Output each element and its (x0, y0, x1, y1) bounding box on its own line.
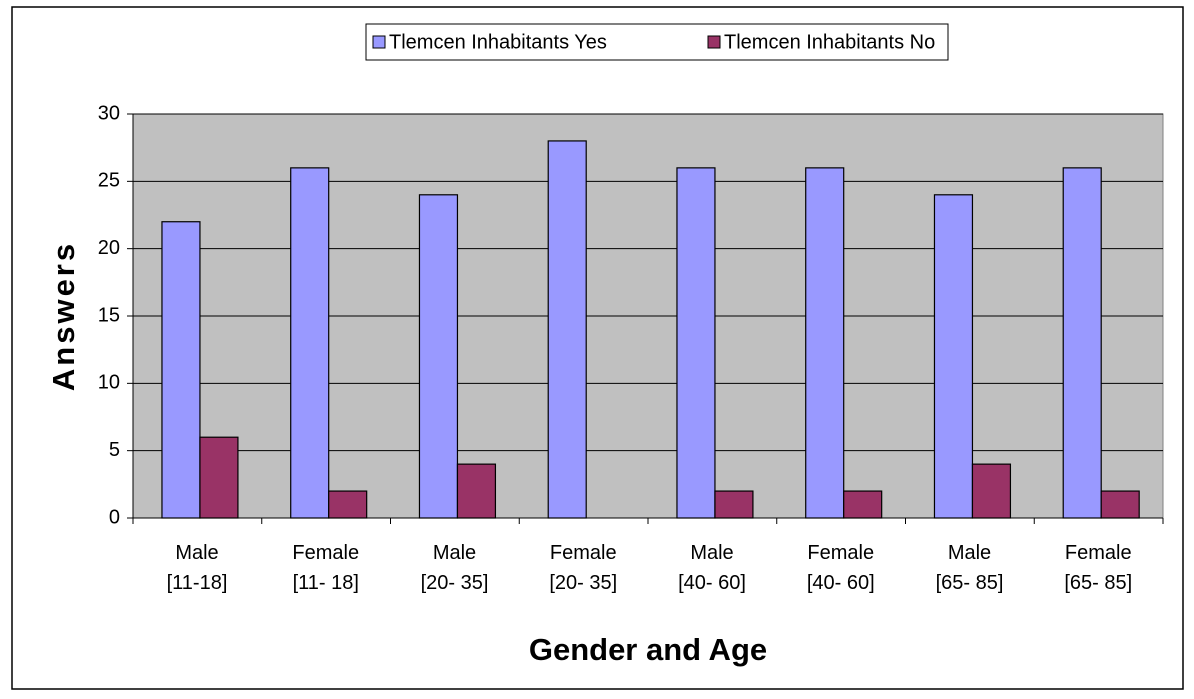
bar (714, 490, 754, 519)
x-tick-label: Male [40- 60] (678, 542, 746, 594)
bar (971, 463, 1012, 519)
bar (161, 221, 201, 519)
x-tick-label: Male [11-18] (166, 542, 228, 594)
x-tick-label: Male [65- 85] (935, 542, 1004, 594)
legend-swatch (707, 35, 721, 49)
legend-label: Tlemcen Inhabitants No (724, 31, 935, 53)
x-tick-label: Male [20- 35] (420, 542, 489, 594)
bar (1062, 167, 1102, 519)
bar (676, 167, 716, 519)
y-tick-label: 10 (98, 372, 120, 394)
y-axis-title: Answers (46, 241, 81, 391)
y-tick-label: 5 (109, 439, 120, 461)
legend-box (365, 23, 949, 61)
bar (418, 194, 459, 519)
y-tick-label: 25 (98, 170, 120, 192)
bar (805, 167, 845, 519)
legend-label: Tlemcen Inhabitants Yes (389, 31, 607, 53)
bar (1100, 490, 1140, 519)
y-tick-label: 30 (98, 102, 120, 124)
x-tick-label: Female [40- 60] (806, 542, 875, 594)
x-tick-label: Female [11- 18] (292, 542, 360, 594)
x-tick-label: Female [20- 35] (549, 542, 618, 594)
y-tick-label: 15 (98, 304, 120, 326)
bar (933, 194, 974, 519)
bar (456, 463, 497, 519)
y-tick-label: 0 (109, 506, 120, 528)
bar (290, 167, 330, 519)
y-tick-label: 20 (98, 237, 120, 259)
x-tick-label: Female [65- 85] (1064, 542, 1133, 594)
bar (843, 490, 883, 519)
legend-swatch (372, 35, 386, 49)
bar (547, 140, 587, 519)
bar (199, 436, 239, 519)
x-axis-title: Gender and Age (529, 632, 767, 667)
bar (328, 490, 368, 519)
